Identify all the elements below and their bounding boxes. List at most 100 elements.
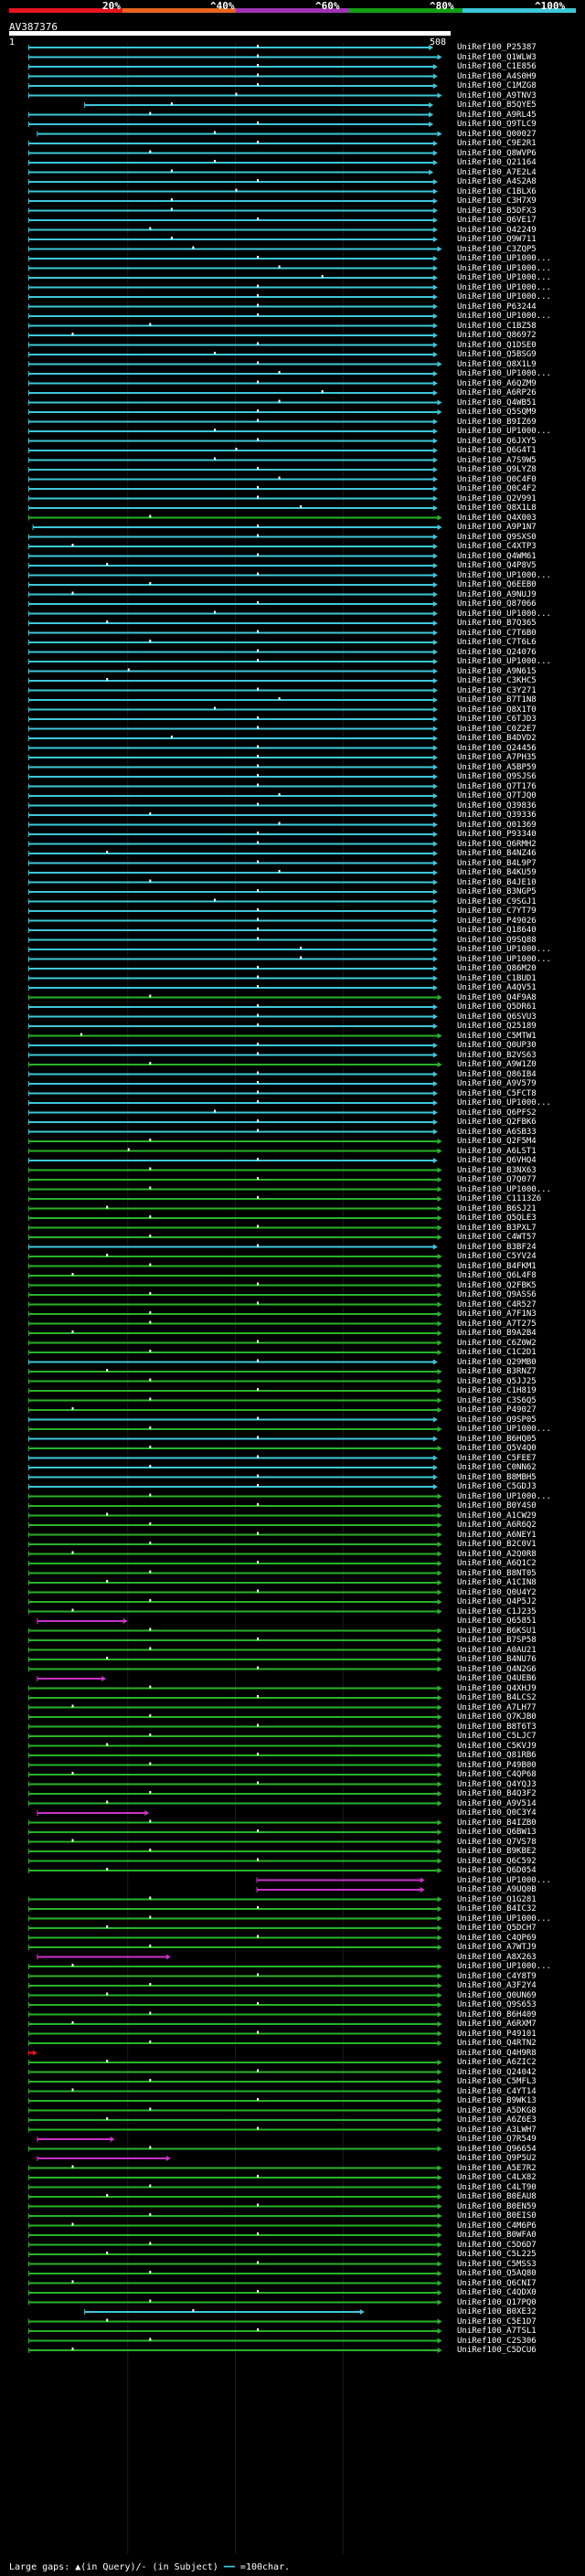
- hit-label[interactable]: UniRef100_B4NZ46: [457, 849, 537, 858]
- hit-label[interactable]: UniRef100_B2C0V1: [457, 1540, 537, 1549]
- hit-label[interactable]: UniRef100_B7T1N8: [457, 695, 537, 705]
- hit-label[interactable]: UniRef100_B9KBE2: [457, 1847, 537, 1856]
- hit-label[interactable]: UniRef100_C1BZ58: [457, 321, 537, 331]
- hit-label[interactable]: UniRef100_Q6CNI7: [457, 2278, 537, 2288]
- hit-label[interactable]: UniRef100_UP1000...: [457, 292, 551, 302]
- hit-label[interactable]: UniRef100_C4YT14: [457, 2086, 537, 2096]
- hit-label[interactable]: UniRef100_Q6BW13: [457, 1828, 537, 1837]
- hit-label[interactable]: UniRef100_C5KVJ9: [457, 1741, 537, 1751]
- hit-label[interactable]: UniRef100_B0XE32: [457, 2307, 537, 2316]
- hit-label[interactable]: UniRef100_C9SGJ1: [457, 896, 537, 906]
- hit-label[interactable]: UniRef100_C3ZQP5: [457, 244, 537, 254]
- hit-label[interactable]: UniRef100_UP1000...: [457, 427, 551, 436]
- hit-label[interactable]: UniRef100_C1H819: [457, 1386, 537, 1395]
- hit-label[interactable]: UniRef100_Q42249: [457, 225, 537, 235]
- hit-label[interactable]: UniRef100_B9A2B4: [457, 1329, 537, 1338]
- hit-label[interactable]: UniRef100_A4QV51: [457, 983, 537, 992]
- hit-label[interactable]: UniRef100_C7T6B0: [457, 628, 537, 638]
- hit-label[interactable]: UniRef100_B3NX63: [457, 1165, 537, 1175]
- hit-label[interactable]: UniRef100_Q6PFS2: [457, 1108, 537, 1118]
- hit-label[interactable]: UniRef100_C1E856: [457, 62, 537, 71]
- hit-label[interactable]: UniRef100_Q5V4Q0: [457, 1444, 537, 1453]
- hit-label[interactable]: UniRef100_Q4F9A8: [457, 992, 537, 1002]
- hit-label[interactable]: UniRef100_Q6D054: [457, 1866, 537, 1875]
- hit-label[interactable]: UniRef100_UP1000...: [457, 945, 551, 954]
- hit-label[interactable]: UniRef100_A6NEY1: [457, 1530, 537, 1540]
- hit-label[interactable]: UniRef100_UP1000...: [457, 1875, 551, 1885]
- hit-label[interactable]: UniRef100_C4QDX0: [457, 2288, 537, 2297]
- hit-label[interactable]: UniRef100_Q7KJB0: [457, 1712, 537, 1722]
- hit-label[interactable]: UniRef100_B3PXL7: [457, 1223, 537, 1233]
- hit-label[interactable]: UniRef100_C4WT57: [457, 1233, 537, 1242]
- hit-label[interactable]: UniRef100_UP1000...: [457, 954, 551, 964]
- hit-label[interactable]: UniRef100_A7TSL1: [457, 2327, 537, 2336]
- hit-label[interactable]: UniRef100_Q2FBK5: [457, 1280, 537, 1290]
- hit-label[interactable]: UniRef100_B8T6T3: [457, 1722, 537, 1732]
- hit-label[interactable]: UniRef100_UP1000...: [457, 263, 551, 273]
- hit-label[interactable]: UniRef100_C5DCU6: [457, 2346, 537, 2355]
- hit-label[interactable]: UniRef100_B6H409: [457, 2009, 537, 2019]
- hit-label[interactable]: UniRef100_UP1000...: [457, 1913, 551, 1924]
- hit-label[interactable]: UniRef100_P49026: [457, 916, 537, 926]
- hit-label[interactable]: UniRef100_Q6VE17: [457, 216, 537, 225]
- hit-label[interactable]: UniRef100_Q4H9R8: [457, 2048, 537, 2058]
- hit-label[interactable]: UniRef100_B4NU76: [457, 1655, 537, 1664]
- hit-label[interactable]: UniRef100_B4IC32: [457, 1904, 537, 1913]
- hit-label[interactable]: UniRef100_Q39836: [457, 800, 537, 811]
- hit-label[interactable]: UniRef100_A9TNV3: [457, 90, 537, 101]
- hit-label[interactable]: UniRef100_Q4RTN2: [457, 2039, 537, 2048]
- hit-label[interactable]: UniRef100_C7T6L6: [457, 638, 537, 647]
- hit-label[interactable]: UniRef100_B6KSU1: [457, 1626, 537, 1636]
- hit-label[interactable]: UniRef100_Q6SVU3: [457, 1012, 537, 1022]
- hit-label[interactable]: UniRef100_C5MTW1: [457, 1031, 537, 1041]
- hit-label[interactable]: UniRef100_A9V579: [457, 1079, 537, 1088]
- hit-label[interactable]: UniRef100_Q9SXS0: [457, 532, 537, 542]
- hit-label[interactable]: UniRef100_A3LWH7: [457, 2125, 537, 2135]
- hit-label[interactable]: UniRef100_Q0C4F2: [457, 484, 537, 493]
- hit-label[interactable]: UniRef100_C5FCT8: [457, 1088, 537, 1098]
- hit-label[interactable]: UniRef100_Q18640: [457, 926, 537, 935]
- hit-label[interactable]: UniRef100_B0Y4S0: [457, 1501, 537, 1511]
- hit-label[interactable]: UniRef100_Q5AQ80: [457, 2269, 537, 2278]
- hit-label[interactable]: UniRef100_UP1000...: [457, 312, 551, 321]
- hit-label[interactable]: UniRef100_B4DVD2: [457, 734, 537, 743]
- hit-label[interactable]: UniRef100_A7E2L4: [457, 167, 537, 177]
- hit-label[interactable]: UniRef100_C5E1D7: [457, 2316, 537, 2327]
- hit-label[interactable]: UniRef100_Q87066: [457, 599, 537, 609]
- hit-label[interactable]: UniRef100_A7S9W5: [457, 455, 537, 465]
- hit-label[interactable]: UniRef100_C0NN62: [457, 1463, 537, 1472]
- hit-label[interactable]: UniRef100_Q6C592: [457, 1856, 537, 1866]
- hit-label[interactable]: UniRef100_UP1000...: [457, 1184, 551, 1194]
- hit-label[interactable]: UniRef100_Q00027: [457, 129, 537, 139]
- hit-label[interactable]: UniRef100_P63244: [457, 302, 537, 312]
- hit-label[interactable]: UniRef100_Q24076: [457, 647, 537, 657]
- hit-label[interactable]: UniRef100_A4S0H9: [457, 71, 537, 81]
- hit-label[interactable]: UniRef100_Q6L4F8: [457, 1271, 537, 1280]
- hit-label[interactable]: UniRef100_A5E7R2: [457, 2163, 537, 2173]
- hit-label[interactable]: UniRef100_B4Q3F2: [457, 1789, 537, 1798]
- hit-label[interactable]: UniRef100_A9RL45: [457, 110, 537, 120]
- hit-label[interactable]: UniRef100_A1CIN8: [457, 1578, 537, 1587]
- hit-label[interactable]: UniRef100_Q29MB0: [457, 1357, 537, 1367]
- hit-label[interactable]: UniRef100_C4XTP3: [457, 542, 537, 551]
- hit-label[interactable]: UniRef100_C5L225: [457, 2250, 537, 2259]
- hit-label[interactable]: UniRef100_B7Q365: [457, 619, 537, 628]
- hit-label[interactable]: UniRef100_C1J235: [457, 1606, 537, 1617]
- hit-label[interactable]: UniRef100_UP1000...: [457, 570, 551, 580]
- hit-label[interactable]: UniRef100_UP1000...: [457, 282, 551, 292]
- hit-label[interactable]: UniRef100_Q6EEB0: [457, 580, 537, 589]
- hit-label[interactable]: UniRef100_Q65851: [457, 1617, 537, 1626]
- hit-label[interactable]: UniRef100_A6RP26: [457, 388, 537, 398]
- hit-label[interactable]: UniRef100_B7SP58: [457, 1636, 537, 1645]
- hit-label[interactable]: UniRef100_C4LX82: [457, 2173, 537, 2182]
- hit-label[interactable]: UniRef100_B5DFX3: [457, 206, 537, 216]
- hit-label[interactable]: UniRef100_C5YV24: [457, 1252, 537, 1261]
- hit-label[interactable]: UniRef100_Q8X1L9: [457, 359, 537, 369]
- hit-label[interactable]: UniRef100_A6RXM7: [457, 2019, 537, 2029]
- hit-label[interactable]: UniRef100_A6Z6E3: [457, 2115, 537, 2125]
- hit-label[interactable]: UniRef100_C0Z2E7: [457, 724, 537, 734]
- hit-label[interactable]: UniRef100_B4IZB0: [457, 1818, 537, 1828]
- hit-label[interactable]: UniRef100_A7F1N3: [457, 1309, 537, 1319]
- hit-label[interactable]: UniRef100_UP1000...: [457, 273, 551, 282]
- hit-label[interactable]: UniRef100_Q1DSE0: [457, 340, 537, 350]
